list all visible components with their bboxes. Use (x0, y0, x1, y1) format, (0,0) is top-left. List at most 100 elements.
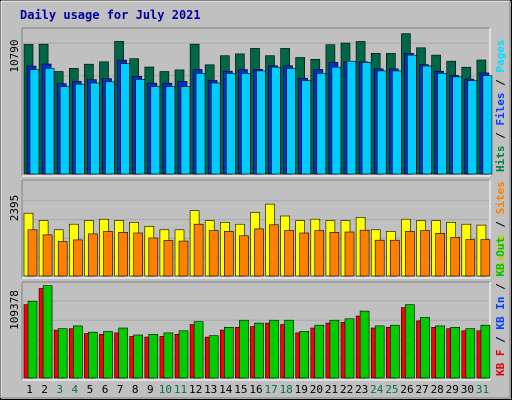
panel-kbytes: 109378 KB F / KB In / KB Out (8, 237, 507, 381)
panel-visits-ymax-label: 2395 (8, 195, 21, 222)
bar-pages-day-10 (165, 86, 176, 175)
bar-sites-day-27 (420, 230, 430, 277)
legend-entry: / (494, 330, 507, 350)
bar-pages-day-26 (407, 54, 417, 175)
bar-pages-day-3 (59, 86, 70, 175)
bar-sites-day-29 (450, 237, 461, 277)
bar-sites-day-17 (269, 224, 279, 277)
bar-sites-day-6 (103, 231, 113, 277)
bar-kb-out-day-17 (269, 319, 279, 379)
bar-kb-out-day-4 (73, 325, 83, 379)
panel-visits: 2395 Visits / Sites (8, 179, 507, 279)
bar-pages-day-12 (195, 73, 206, 175)
bar-pages-day-6 (105, 81, 115, 175)
x-label-day-14: 14 (219, 383, 233, 396)
bar-kb-out-day-19 (299, 331, 310, 379)
x-label-day-5: 5 (87, 383, 94, 396)
legend-entry: Visits (494, 234, 507, 274)
legend-entry: / (494, 214, 507, 234)
x-label-day-22: 22 (340, 383, 353, 396)
bar-sites-day-16 (254, 228, 264, 277)
bar-sites-day-21 (329, 232, 340, 277)
bar-sites-day-28 (435, 233, 445, 277)
bar-pages-day-29 (452, 76, 463, 175)
bar-sites-day-13 (208, 230, 219, 277)
x-label-day-18: 18 (280, 383, 293, 396)
bar-kb-out-day-20 (314, 324, 325, 379)
bar-kb-out-day-3 (57, 328, 68, 379)
bar-sites-day-25 (389, 239, 400, 277)
x-label-day-13: 13 (204, 383, 217, 396)
legend-entry: / (494, 126, 507, 146)
x-axis-day-labels: 1 2 3 4 5 6 7 8 9 10 11 12 13 14 15 16 17 18 19 20 21 22 23 24 2… (26, 383, 489, 396)
x-label-day-16: 16 (249, 383, 262, 396)
bar-pages-day-5 (90, 82, 100, 175)
bar-kb-out-day-11 (178, 330, 189, 379)
legend-entry: Files (494, 93, 507, 126)
bar-sites-day-19 (299, 232, 310, 277)
x-label-day-23: 23 (355, 383, 368, 396)
x-label-day-15: 15 (234, 383, 247, 396)
bar-kb-out-day-25 (389, 324, 400, 379)
bar-kb-out-day-9 (148, 333, 159, 379)
bar-kb-out-day-8 (133, 334, 143, 379)
bar-pages-day-30 (467, 80, 478, 175)
bar-kb-out-day-29 (450, 326, 461, 379)
bar-pages-day-21 (331, 66, 342, 175)
x-label-day-2: 2 (41, 383, 48, 396)
bar-sites-day-1 (27, 229, 38, 277)
legend-entry: KB F (494, 350, 507, 377)
bar-pages-day-16 (256, 70, 266, 175)
bar-pages-day-9 (150, 86, 161, 175)
bar-sites-day-18 (284, 230, 294, 277)
bar-sites-day-5 (88, 233, 98, 277)
bar-kb-out-day-10 (163, 332, 174, 379)
bar-pages-day-11 (180, 86, 191, 175)
bar-kb-out-day-23 (359, 310, 370, 379)
bar-kb-out-day-6 (103, 331, 113, 379)
bar-pages-day-18 (286, 68, 296, 175)
bar-pages-day-7 (120, 63, 130, 175)
panel-kbytes-ymax-label: 109378 (8, 290, 21, 330)
x-label-day-3: 3 (56, 383, 63, 396)
panel-hits: 10790 Hits / Files / Pages (8, 27, 507, 177)
x-label-day-1: 1 (26, 383, 33, 396)
bar-pages-day-31 (482, 75, 493, 175)
x-label-day-24: 24 (370, 383, 384, 396)
bar-kb-out-day-15 (239, 319, 249, 379)
x-label-day-28: 28 (431, 383, 444, 396)
bar-pages-day-28 (437, 73, 447, 175)
bar-pages-day-27 (422, 65, 432, 175)
bar-sites-day-26 (405, 231, 415, 277)
x-label-day-30: 30 (461, 383, 474, 396)
bar-sites-day-8 (133, 232, 143, 277)
x-label-day-26: 26 (400, 383, 413, 396)
bar-pages-day-14 (226, 73, 236, 175)
bar-sites-day-14 (224, 231, 234, 277)
x-label-day-29: 29 (446, 383, 459, 396)
x-label-day-8: 8 (132, 383, 139, 396)
bar-kb-out-day-7 (118, 327, 128, 379)
bar-kb-out-day-30 (465, 328, 476, 379)
x-label-day-25: 25 (385, 383, 398, 396)
chart-title: Daily usage for July 2021 (20, 8, 201, 22)
bar-kb-out-day-12 (193, 321, 204, 379)
x-label-day-11: 11 (174, 383, 187, 396)
bar-pages-day-13 (210, 82, 221, 175)
bar-sites-day-31 (480, 239, 491, 277)
panel-visits-legend: Visits / Sites (494, 181, 507, 274)
bar-kb-out-day-18 (284, 319, 294, 379)
bar-pages-day-23 (361, 62, 372, 175)
bar-pages-day-17 (271, 66, 281, 175)
panel-hits-legend: Hits / Files / Pages (494, 40, 507, 173)
bar-kb-out-day-27 (420, 317, 430, 379)
x-label-day-10: 10 (159, 383, 172, 396)
x-label-day-17: 17 (264, 383, 277, 396)
bar-pages-day-2 (44, 68, 55, 175)
bar-sites-day-12 (193, 223, 204, 277)
x-label-day-7: 7 (117, 383, 124, 396)
bar-sites-day-10 (163, 240, 174, 277)
x-label-day-21: 21 (325, 383, 338, 396)
legend-entry: / (494, 73, 507, 93)
bar-kb-out-day-14 (224, 326, 234, 379)
